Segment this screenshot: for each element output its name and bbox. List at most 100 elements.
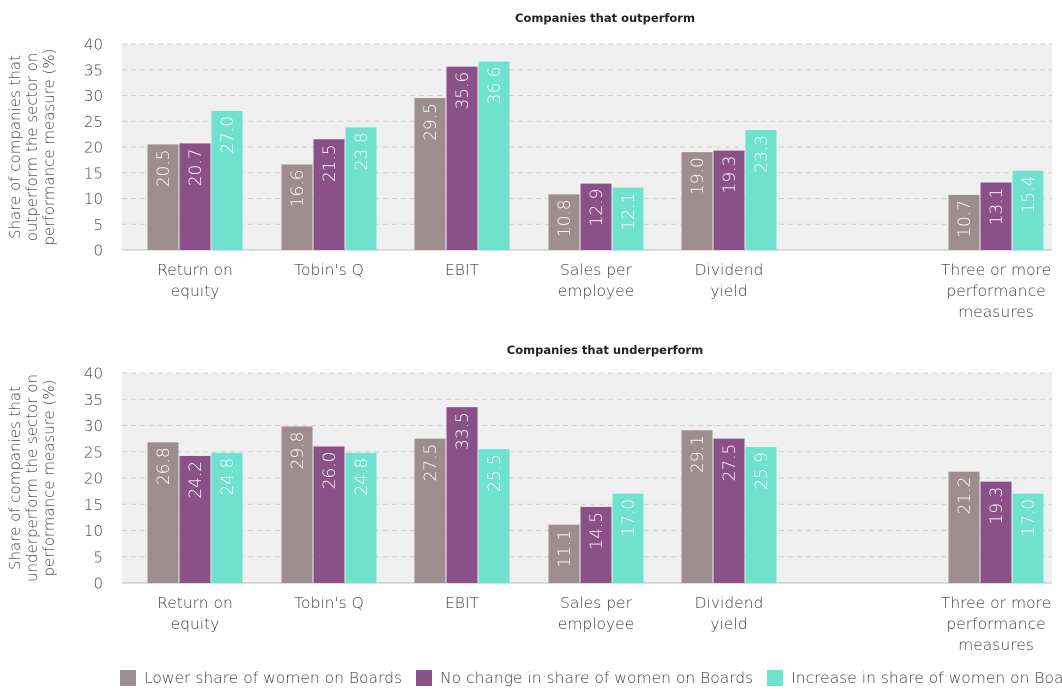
bar-lower: [147, 144, 179, 250]
bar-value-label: 10.8: [555, 199, 575, 237]
bar-value-label: 21.5: [320, 144, 340, 182]
chart-title: Companies that underperform: [507, 343, 703, 357]
chart-underperform: 0 5 10 15 20 25 30 35 40 Companies that underperf…: [6, 343, 1052, 654]
bar-value-label: 12.9: [587, 189, 607, 227]
x-tick-label: Three or more performance measures: [941, 261, 1051, 321]
bar-value-label: 23.3: [752, 135, 772, 173]
legend-item-no-change: No change in share of women on Boards: [416, 669, 753, 687]
x-tick-label-line: employee: [558, 282, 635, 300]
bar-value-label: 24.8: [218, 458, 238, 496]
y-tick-label: 15: [84, 164, 103, 182]
x-tick-label-line: equity: [171, 282, 220, 300]
x-tick-label: Three or more performance measures: [941, 594, 1051, 654]
x-tick-label-line: performance: [946, 282, 1045, 300]
x-tick-label-line: Dividend: [695, 594, 764, 612]
bar-value-label: 19.3: [720, 156, 740, 194]
bar-lower: [548, 524, 580, 583]
y-tick-label: 30: [84, 87, 103, 105]
y-tick-label: 20: [84, 139, 103, 157]
bar-value-label: 21.2: [955, 477, 975, 515]
bar-increase: [345, 127, 377, 250]
y-tick-label: 35: [84, 61, 103, 79]
y-tick-label: 5: [93, 216, 103, 234]
bar-no-change: [580, 506, 612, 583]
x-tick-label-line: Return on: [157, 261, 233, 279]
bar-no-change: [313, 139, 345, 250]
bar-value-label: 26.8: [154, 447, 174, 485]
bar-no-change: [179, 143, 211, 250]
y-tick-label: 15: [84, 496, 103, 514]
bar-no-change: [980, 182, 1012, 250]
y-axis-label-line: underperform the sector on: [23, 374, 41, 582]
legend-swatch-no-change: [416, 670, 433, 686]
bar-value-label: 15.4: [1019, 176, 1039, 214]
bar-increase: [1012, 493, 1044, 583]
bar-value-label: 36.6: [485, 67, 505, 105]
bar-value-label: 35.6: [453, 72, 473, 110]
y-tick-label: 35: [84, 391, 103, 409]
y-tick-label: 20: [84, 470, 103, 488]
chart-outperform: 0 5 10 15 20 25 30 35 40 Companies that outperfor…: [6, 11, 1052, 321]
bar-increase: [345, 452, 377, 583]
bar-increase: [612, 493, 644, 583]
bar-no-change: [713, 150, 745, 250]
y-axis-label: Share of companies thatunderperform the …: [6, 374, 58, 582]
y-tick-label: 0: [93, 242, 103, 260]
y-tick-label: 5: [93, 548, 103, 566]
bar-value-label: 24.2: [186, 461, 206, 499]
y-tick-label: 25: [84, 443, 103, 461]
x-tick-label: EBIT: [445, 261, 480, 279]
bar-value-label: 27.0: [218, 116, 238, 154]
x-tick-label-line: performance: [946, 615, 1045, 633]
bar-value-label: 17.0: [1019, 499, 1039, 537]
x-tick-label: Return on equity: [157, 594, 233, 633]
y-tick-label: 10: [84, 522, 103, 540]
bar-value-label: 23.8: [352, 132, 372, 170]
bar-increase: [612, 187, 644, 250]
bar-value-label: 20.7: [186, 148, 206, 186]
bar-no-change: [446, 407, 478, 583]
bar-value-label: 19.3: [987, 487, 1007, 525]
bar-value-label: 14.5: [587, 512, 607, 550]
bar-increase: [478, 449, 510, 583]
x-tick-label-line: Sales per: [560, 261, 633, 279]
legend: Lower share of women on Boards No change…: [120, 668, 1062, 688]
bar-value-label: 10.7: [955, 200, 975, 238]
bar-value-label: 12.1: [619, 193, 639, 231]
legend-swatch-increase: [767, 670, 784, 686]
x-tick-label: Dividend yield: [695, 594, 764, 633]
x-tick-label: Tobin's Q: [294, 261, 364, 279]
y-axis-label: Share of companies thatoutperform the se…: [6, 49, 58, 246]
bar-increase: [1012, 170, 1044, 250]
bar-lower: [414, 98, 446, 250]
x-tick-label-line: EBIT: [445, 261, 480, 279]
bar-increase: [478, 61, 510, 251]
legend-swatch-lower: [120, 670, 136, 686]
y-axis-label-line: Share of companies that: [6, 386, 24, 570]
bar-value-label: 27.5: [720, 444, 740, 482]
bar-value-label: 33.5: [453, 412, 473, 450]
x-tick-label-line: Three or more: [941, 261, 1051, 279]
x-tick-label-line: yield: [710, 282, 747, 300]
y-axis-label-line: performance measure (%): [40, 380, 58, 577]
bar-lower: [948, 471, 980, 583]
x-tick-label-line: equity: [171, 615, 220, 633]
bar-value-label: 29.1: [688, 435, 708, 473]
x-tick-label: Sales per employee: [558, 261, 635, 300]
y-tick-label: 30: [84, 417, 103, 435]
legend-item-lower: Lower share of women on Boards: [120, 669, 402, 687]
legend-label-lower: Lower share of women on Boards: [144, 669, 403, 687]
x-tick-label-line: EBIT: [445, 594, 480, 612]
bar-value-label: 17.0: [619, 499, 639, 537]
bar-value-label: 25.9: [752, 452, 772, 490]
x-tick-label-line: employee: [558, 615, 635, 633]
bar-lower: [281, 426, 313, 583]
bar-increase: [745, 447, 777, 583]
bar-value-label: 11.1: [555, 530, 575, 568]
legend-label-increase: Increase in share of women on Boards: [791, 669, 1062, 687]
x-tick-label: Dividend yield: [695, 261, 764, 300]
bar-value-label: 25.5: [485, 454, 505, 492]
bar-no-change: [980, 481, 1012, 583]
x-tick-label-line: measures: [958, 636, 1034, 654]
